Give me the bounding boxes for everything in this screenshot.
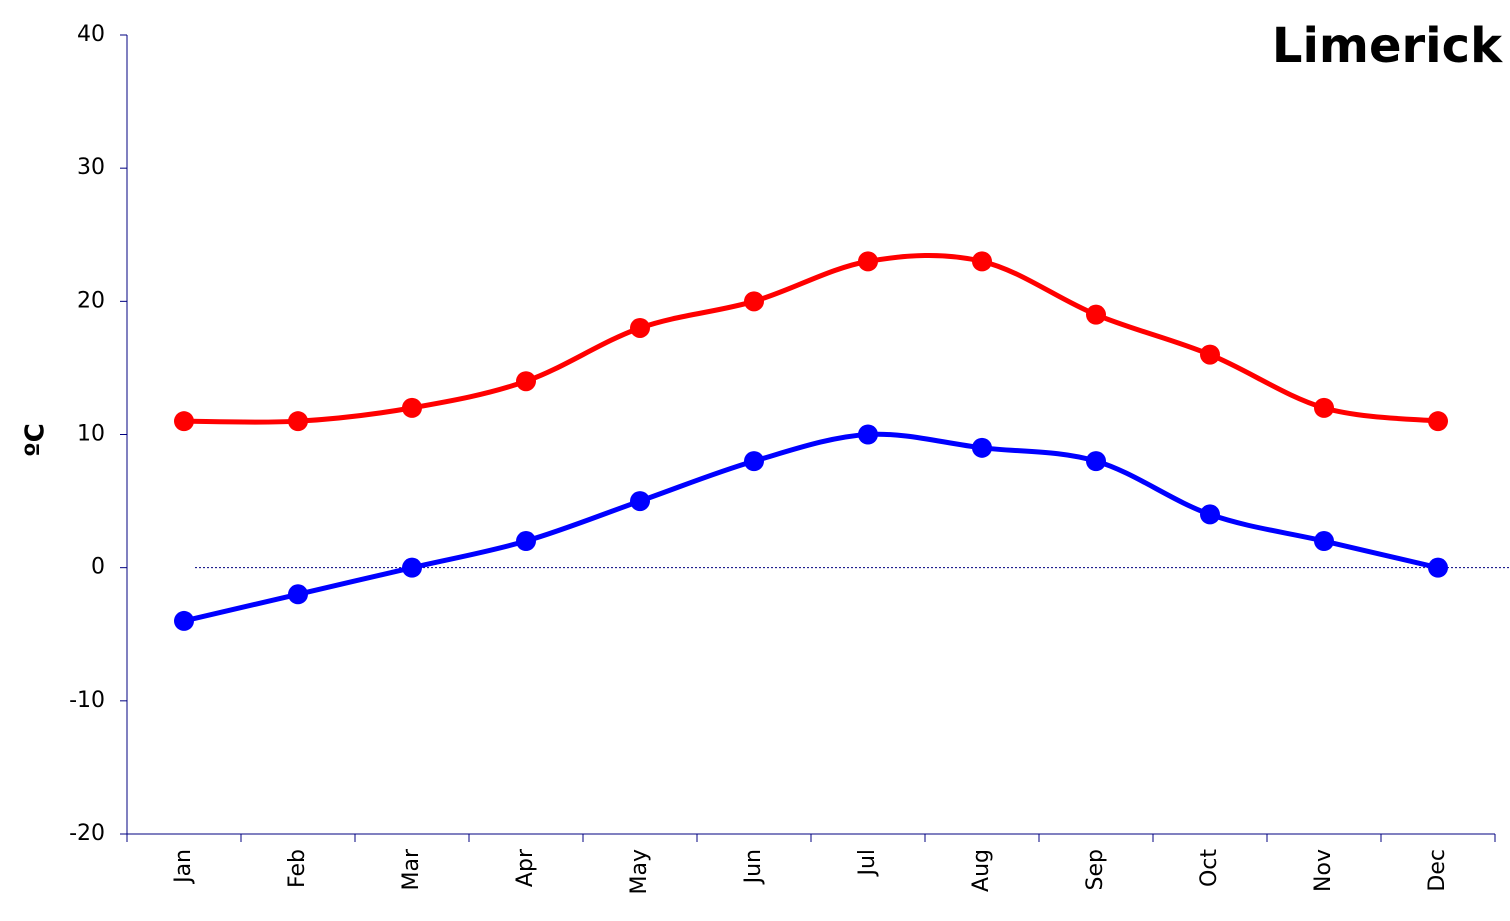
y-axis-label: ºC xyxy=(21,423,51,457)
series-line xyxy=(183,431,1439,624)
y-tick-label: 40 xyxy=(77,22,105,47)
x-tick-label: Jun xyxy=(741,849,766,885)
x-tick-label: Jul xyxy=(855,849,880,878)
data-point xyxy=(402,397,422,418)
data-point xyxy=(1086,451,1106,472)
y-tick-label: -20 xyxy=(69,821,105,846)
chart-title: Limerick xyxy=(1272,18,1503,74)
data-point xyxy=(402,557,422,578)
x-tick-label: Jan xyxy=(171,849,196,885)
data-point xyxy=(288,411,308,432)
x-tick-label: Dec xyxy=(1425,849,1450,892)
x-tick-label: May xyxy=(627,849,652,894)
data-point xyxy=(174,610,194,631)
y-tick-label: 20 xyxy=(77,288,105,313)
data-point xyxy=(516,371,536,392)
x-tick-label: Apr xyxy=(513,848,538,887)
y-tick-label: 0 xyxy=(91,555,105,580)
data-point xyxy=(516,531,536,552)
x-tick-label: Aug xyxy=(969,849,994,892)
data-point xyxy=(288,584,308,605)
data-point xyxy=(744,291,764,312)
data-point xyxy=(1314,531,1334,552)
data-point xyxy=(630,491,650,512)
series-line xyxy=(183,253,1439,425)
x-tick-label: Nov xyxy=(1311,849,1336,892)
data-point xyxy=(174,411,194,432)
data-point xyxy=(858,251,878,272)
x-tick-label: Feb xyxy=(285,849,310,888)
data-point xyxy=(744,451,764,472)
data-point xyxy=(1314,397,1334,418)
x-tick-label: Sep xyxy=(1083,849,1108,890)
data-point xyxy=(1086,304,1106,325)
x-tick-label: Mar xyxy=(399,848,424,890)
data-point xyxy=(1428,557,1448,578)
y-tick-label: 30 xyxy=(77,155,105,180)
y-tick-label: 10 xyxy=(77,422,105,447)
data-point xyxy=(972,251,992,272)
data-point xyxy=(1200,344,1220,365)
data-point xyxy=(1200,504,1220,525)
data-point xyxy=(972,437,992,458)
data-point xyxy=(1428,411,1448,432)
data-point xyxy=(630,317,650,338)
y-tick-label: -10 xyxy=(69,688,105,713)
data-point xyxy=(858,424,878,445)
x-tick-label: Oct xyxy=(1197,849,1222,887)
